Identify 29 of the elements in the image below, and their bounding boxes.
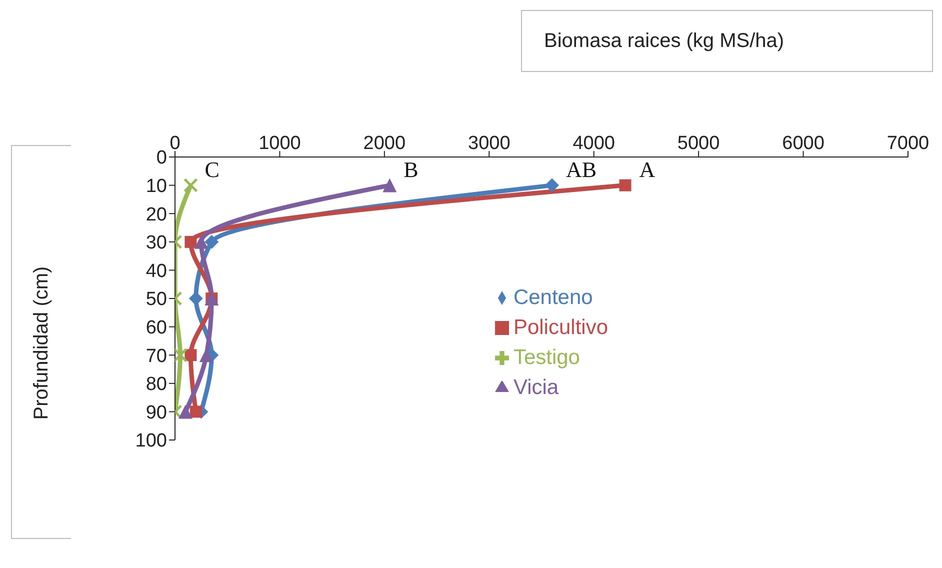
- x-tick-label: 2000: [363, 133, 406, 154]
- x-tick-label: 3000: [468, 133, 510, 154]
- annotation: B: [404, 157, 418, 182]
- y-tick-label: 40: [146, 260, 167, 282]
- legend-label: Policultivo: [513, 316, 608, 339]
- annotation: C: [204, 157, 220, 182]
- x-tick-label: 0: [170, 133, 180, 154]
- legend-label: Testigo: [513, 346, 580, 369]
- y-tick-label: 70: [146, 346, 167, 367]
- x-tick-label: 7000: [886, 133, 930, 154]
- y-axis-title: Profundidad (cm): [30, 266, 54, 420]
- y-tick-label: 90: [146, 402, 167, 424]
- x-tick-label: 1000: [258, 133, 301, 154]
- y-tick-label: 60: [146, 318, 167, 339]
- x-tick-label: 4000: [572, 133, 615, 154]
- y-tick-label: 30: [146, 232, 167, 254]
- y-tick-label: 20: [146, 204, 167, 226]
- y-tick-label: 100: [135, 430, 167, 452]
- x-tick-label: 6000: [782, 133, 824, 154]
- y-tick-label: 80: [146, 374, 167, 396]
- x-axis-title: Biomasa raices (kg MS/ha): [521, 10, 933, 72]
- legend-label: Vicia: [513, 376, 559, 399]
- y-tick-label: 50: [146, 289, 167, 310]
- legend-label: Centeno: [513, 286, 593, 309]
- y-tick-label: 0: [156, 148, 167, 169]
- annotation: AB: [566, 157, 597, 182]
- annotation: A: [639, 157, 656, 182]
- x-tick-label: 5000: [677, 133, 720, 154]
- y-tick-label: 10: [146, 176, 167, 198]
